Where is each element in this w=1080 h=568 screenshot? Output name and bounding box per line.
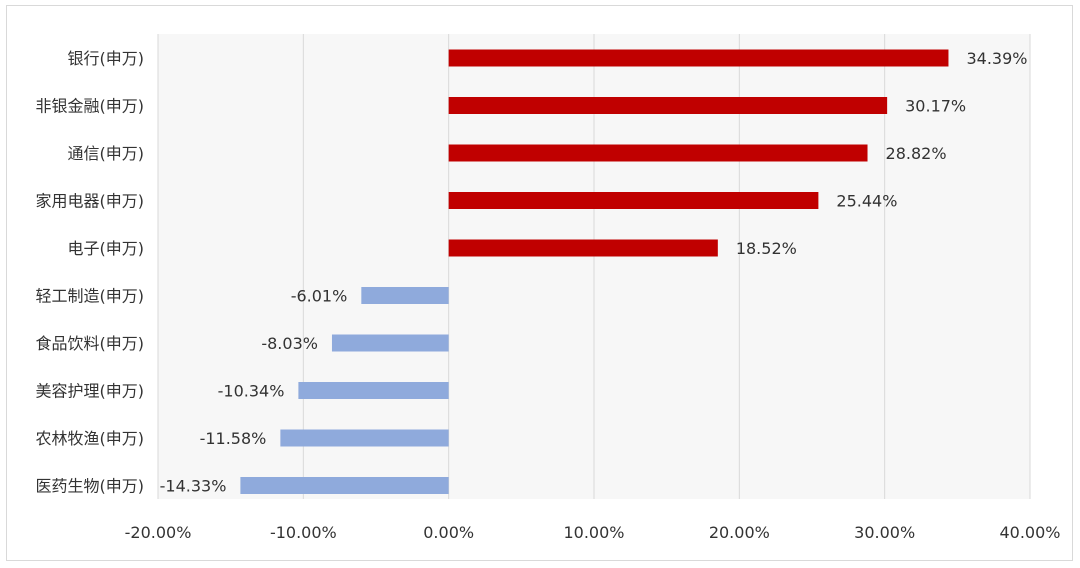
bar xyxy=(448,144,868,162)
data-label: -11.58% xyxy=(200,429,267,448)
data-label: 34.39% xyxy=(966,49,1027,68)
category-labels: 银行(申万) 非银金融(申万) 通信(申万) 家用电器(申万) 电子(申万) 轻工制造(申… xyxy=(36,49,145,496)
data-label: -6.01% xyxy=(291,287,348,306)
category-label: 轻工制造(申万) xyxy=(36,287,145,306)
bars xyxy=(240,49,949,494)
x-tick-label: 20.00% xyxy=(709,523,770,542)
x-tick-label: 40.00% xyxy=(999,523,1060,542)
x-axis-ticks: -20.00% -10.00% 0.00% 10.00% 20.00% 30.00% 40.… xyxy=(125,523,1061,542)
category-label: 食品饮料(申万) xyxy=(36,334,145,353)
data-label: -8.03% xyxy=(261,334,318,353)
bar xyxy=(240,477,449,494)
data-label: 18.52% xyxy=(736,239,797,258)
data-label: 25.44% xyxy=(836,192,897,211)
bar xyxy=(448,192,819,209)
bar xyxy=(448,97,888,114)
x-tick-label: 0.00% xyxy=(423,523,474,542)
bar xyxy=(448,239,718,257)
data-label: -10.34% xyxy=(218,382,285,401)
data-label: -14.33% xyxy=(160,477,227,496)
bar-chart: 银行(申万) 非银金融(申万) 通信(申万) 家用电器(申万) 电子(申万) 轻工制造(申… xyxy=(36,34,1061,542)
category-label: 农林牧渔(申万) xyxy=(36,429,145,448)
x-tick-label: 30.00% xyxy=(854,523,915,542)
data-label: 30.17% xyxy=(905,97,966,116)
data-label: 28.82% xyxy=(886,144,947,163)
category-label: 家用电器(申万) xyxy=(36,192,145,211)
bar xyxy=(361,287,449,304)
x-tick-label: 10.00% xyxy=(563,523,624,542)
bar xyxy=(331,334,449,352)
category-label: 电子(申万) xyxy=(68,239,145,258)
bar xyxy=(280,429,449,447)
category-label: 银行(申万) xyxy=(68,49,145,68)
x-tick-label: -10.00% xyxy=(270,523,337,542)
category-label: 医药生物(申万) xyxy=(36,477,145,496)
value-labels: 34.39% 30.17% 28.82% 25.44% 18.52% -6.01% -8.0… xyxy=(160,49,1028,496)
chart-frame: 银行(申万) 非银金融(申万) 通信(申万) 家用电器(申万) 电子(申万) 轻工制造(申… xyxy=(6,5,1073,561)
x-tick-label: -20.00% xyxy=(125,523,192,542)
category-label: 通信(申万) xyxy=(68,144,145,163)
bar xyxy=(298,382,449,399)
category-label: 美容护理(申万) xyxy=(36,382,145,401)
bar xyxy=(448,49,949,67)
category-label: 非银金融(申万) xyxy=(36,97,145,116)
